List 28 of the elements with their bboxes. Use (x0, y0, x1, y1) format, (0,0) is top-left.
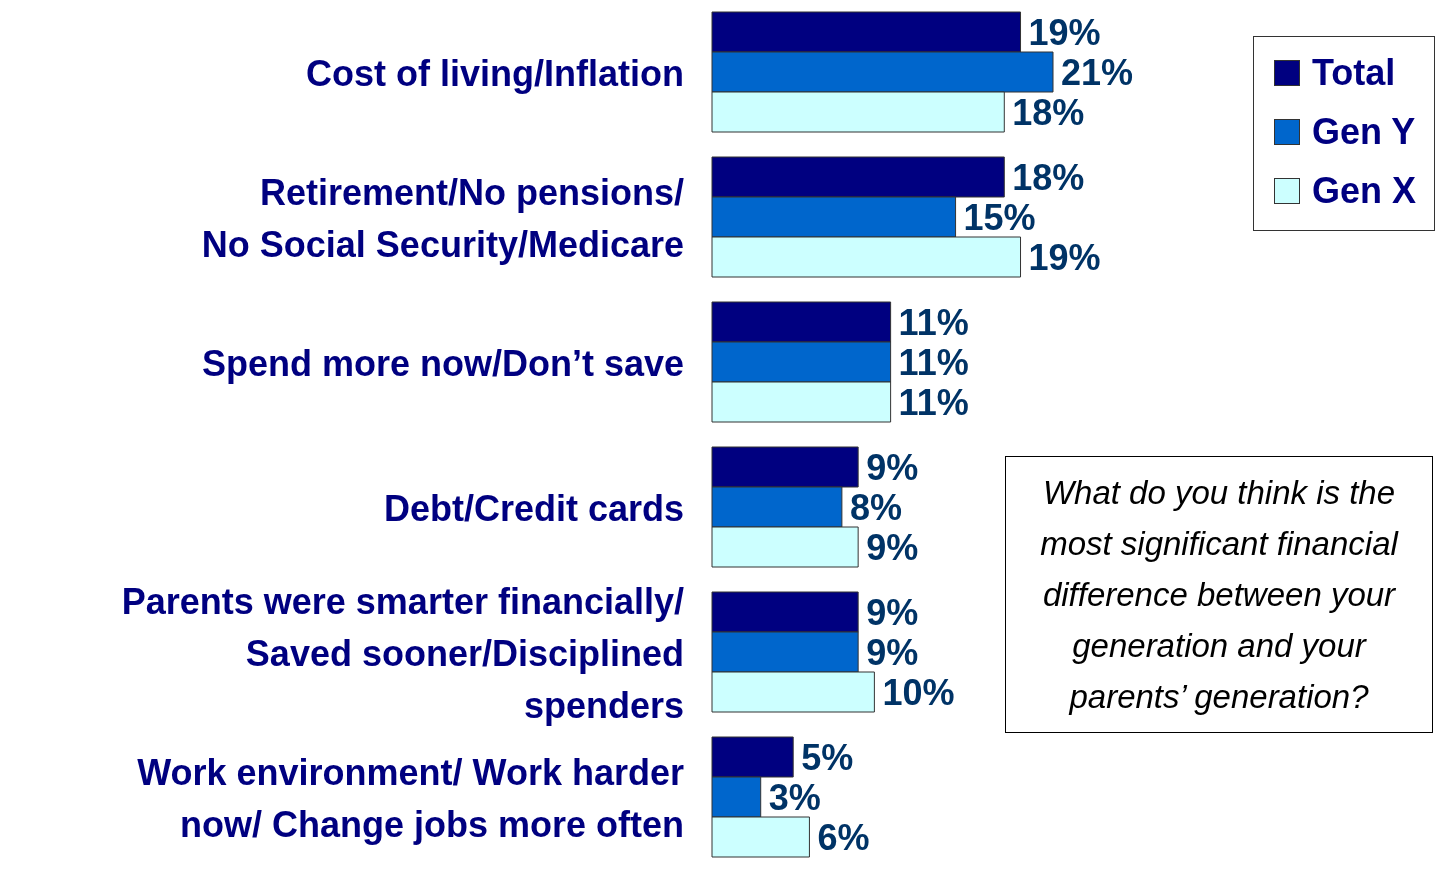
data-label: 9% (866, 526, 919, 568)
data-label: 18% (1012, 91, 1085, 133)
data-label: 19% (1028, 11, 1101, 53)
data-label: 10% (882, 671, 955, 713)
data-label: 9% (866, 591, 919, 633)
data-label: 18% (1012, 156, 1085, 198)
y-tick-label: Cost of living/Inflation (306, 52, 684, 93)
data-label: 6% (817, 816, 870, 858)
data-label: 8% (849, 486, 902, 528)
legend-label: Gen X (1312, 169, 1417, 212)
y-tick-label: Spend more now/Don’t save (201, 342, 684, 383)
data-label: 3% (768, 776, 821, 818)
y-tick-label: Work environment/ Work harder now/ Change jobs more often (137, 751, 684, 844)
data-label: 15% (963, 196, 1036, 238)
legend-label: Total (1312, 51, 1396, 94)
legend-label: Gen Y (1312, 110, 1416, 153)
data-label: 21% (1061, 51, 1134, 93)
data-label: 11% (898, 381, 969, 423)
y-tick-label: Debt/Credit cards (383, 487, 684, 528)
data-label: 19% (1028, 236, 1101, 278)
data-label: 9% (866, 631, 919, 673)
data-label: 11% (898, 301, 969, 343)
data-label: 9% (866, 446, 919, 488)
y-tick-label: Parents were smarter financially/ Saved sooner/Disciplined spenders (121, 580, 684, 725)
data-label: 11% (898, 341, 969, 383)
data-label: 5% (801, 736, 854, 778)
annotation: What do you think is the most significant financial difference between your generation and your parents’ generation? (1005, 456, 1433, 733)
y-tick-label: Retirement/No pensions/ No Social Security/Medicare (201, 171, 684, 264)
